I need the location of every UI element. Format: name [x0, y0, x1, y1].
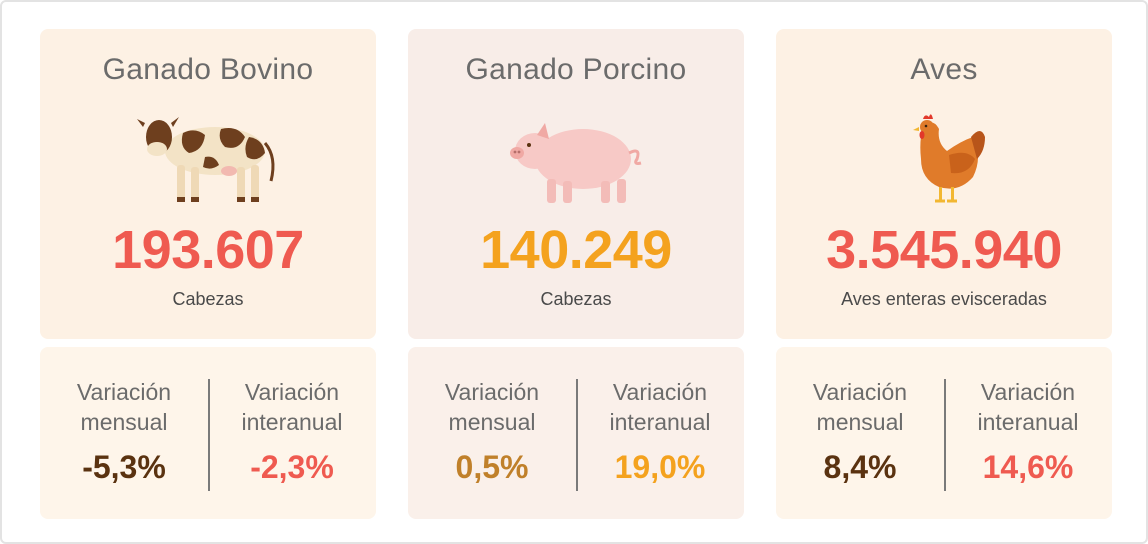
card-title: Ganado Porcino	[465, 53, 687, 86]
card-variations: Variación mensual -5,3% Variación intera…	[40, 347, 376, 519]
monthly-value: 0,5%	[455, 449, 529, 485]
pig-icon	[408, 107, 744, 217]
annual-variation: Variación interanual 19,0%	[576, 377, 744, 486]
card-top: Aves 3.545.940 Aves ente	[776, 29, 1112, 339]
total-value: 193.607	[112, 220, 304, 280]
monthly-label-line1: Variación	[444, 379, 540, 405]
annual-label-line1: Variación	[980, 379, 1076, 405]
annual-label-line2: interanual	[977, 409, 1079, 435]
annual-label-line2: interanual	[241, 409, 343, 435]
annual-value: 19,0%	[614, 449, 706, 485]
annual-label-line1: Variación	[612, 379, 708, 405]
monthly-value: 8,4%	[823, 449, 897, 485]
monthly-variation: Variación mensual 0,5%	[408, 377, 576, 486]
annual-variation: Variación interanual -2,3%	[208, 377, 376, 486]
monthly-label-line2: mensual	[816, 409, 904, 435]
card-variations: Variación mensual 8,4% Variación interan…	[776, 347, 1112, 519]
card-title: Aves	[910, 53, 978, 86]
card-top: Ganado Bovino	[40, 29, 376, 339]
monthly-variation: Variación mensual -5,3%	[40, 377, 208, 486]
annual-value: 14,6%	[982, 449, 1074, 485]
monthly-label-line1: Variación	[812, 379, 908, 405]
monthly-value: -5,3%	[82, 449, 166, 485]
annual-variation: Variación interanual 14,6%	[944, 377, 1112, 486]
total-value: 3.545.940	[826, 220, 1062, 280]
unit-label: Aves enteras evisceradas	[841, 289, 1047, 309]
divider	[576, 379, 578, 491]
card-variations: Variación mensual 0,5% Variación interan…	[408, 347, 744, 519]
unit-label: Cabezas	[172, 289, 244, 309]
hen-icon	[776, 107, 1112, 217]
annual-value: -2,3%	[250, 449, 334, 485]
unit-label: Cabezas	[540, 289, 612, 309]
monthly-label-line1: Variación	[76, 379, 172, 405]
card-bovino: Ganado Bovino	[40, 29, 376, 519]
cow-icon	[40, 107, 376, 217]
card-porcino: Ganado Porcino 140.249 C	[408, 29, 744, 519]
annual-label-line1: Variación	[244, 379, 340, 405]
monthly-variation: Variación mensual 8,4%	[776, 377, 944, 486]
card-aves: Aves 3.545.940 Aves ente	[776, 29, 1112, 519]
divider	[944, 379, 946, 491]
monthly-label-line2: mensual	[448, 409, 536, 435]
total-value: 140.249	[480, 220, 672, 280]
card-title: Ganado Bovino	[102, 53, 314, 86]
divider	[208, 379, 210, 491]
card-top: Ganado Porcino 140.249 C	[408, 29, 744, 339]
annual-label-line2: interanual	[609, 409, 711, 435]
monthly-label-line2: mensual	[80, 409, 168, 435]
